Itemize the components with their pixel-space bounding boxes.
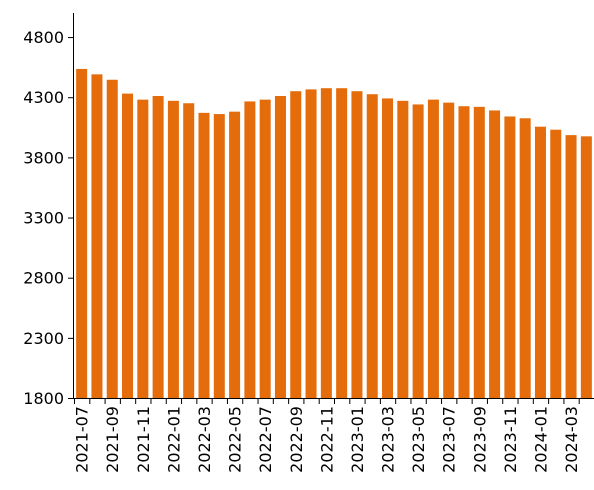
bar-2021-08 xyxy=(91,74,102,398)
bar-2022-08 xyxy=(275,96,286,398)
x-tick-label: 2022-11 xyxy=(317,406,336,473)
x-tick-label: 2022-05 xyxy=(226,406,245,473)
y-tick-label: 4800 xyxy=(23,28,64,47)
bar-2022-04 xyxy=(214,114,225,398)
y-tick-label: 3800 xyxy=(23,148,64,167)
bars-group xyxy=(76,69,592,398)
y-tick-label: 1800 xyxy=(23,389,64,408)
bar-2022-01 xyxy=(168,101,179,398)
x-ticks-group: 2021-07 2021-09 2021-11 2022-01 2022-03 2022-… xyxy=(73,398,581,473)
x-tick-label: 2022-09 xyxy=(287,406,306,473)
bar-2022-12 xyxy=(336,88,347,398)
x-tick-label: 2023-03 xyxy=(379,406,398,473)
bar-2023-01 xyxy=(351,91,362,398)
bar-2021-09 xyxy=(107,80,118,398)
x-tick-label: 2021-09 xyxy=(103,406,122,473)
bar-2022-02 xyxy=(183,103,194,398)
bar-2022-06 xyxy=(244,101,255,398)
x-tick-label: 2023-09 xyxy=(470,406,489,473)
bar-2024-04 xyxy=(581,136,592,398)
x-tick-label: 2022-01 xyxy=(164,406,183,473)
bar-2022-11 xyxy=(321,88,332,398)
bar-2021-12 xyxy=(153,96,164,398)
y-tick-label: 2300 xyxy=(23,329,64,348)
bar-2021-11 xyxy=(137,100,148,398)
bar-2021-10 xyxy=(122,94,133,398)
x-tick-label: 2021-11 xyxy=(134,406,153,473)
y-tick-label: 2800 xyxy=(23,269,64,288)
bar-2023-10 xyxy=(489,110,500,398)
bar-2023-05 xyxy=(413,104,424,398)
bar-2023-08 xyxy=(458,106,469,398)
bar-2023-06 xyxy=(428,100,439,398)
y-ticks-group: 1800 2300 2800 3300 3800 4300 4800 xyxy=(23,28,74,408)
x-tick-label: 2023-05 xyxy=(409,406,428,473)
x-tick-label: 2021-07 xyxy=(73,406,92,473)
bar-2022-10 xyxy=(306,89,317,398)
x-tick-label: 2023-01 xyxy=(348,406,367,473)
bar-2024-03 xyxy=(566,135,577,398)
bar-2023-11 xyxy=(504,116,515,398)
bar-2023-04 xyxy=(397,101,408,398)
bar-2023-03 xyxy=(382,98,393,398)
bar-2023-09 xyxy=(474,107,485,398)
y-tick-label: 3300 xyxy=(23,209,64,228)
bar-2023-07 xyxy=(443,103,454,398)
bar-2021-07 xyxy=(76,69,87,398)
x-tick-label: 2024-03 xyxy=(562,406,581,473)
bar-2022-05 xyxy=(229,112,240,398)
bar-2022-09 xyxy=(290,91,301,398)
bar-2023-12 xyxy=(520,118,531,398)
x-tick-label: 2024-01 xyxy=(531,406,550,473)
bar-2022-03 xyxy=(198,113,209,398)
x-tick-label: 2022-07 xyxy=(256,406,275,473)
bar-2022-07 xyxy=(260,100,271,398)
x-tick-label: 2023-11 xyxy=(501,406,520,473)
bar-2024-02 xyxy=(550,130,561,398)
bar-2024-01 xyxy=(535,127,546,398)
bar-2023-02 xyxy=(367,94,378,398)
x-tick-label: 2022-03 xyxy=(195,406,214,473)
y-tick-label: 4300 xyxy=(23,88,64,107)
x-tick-label: 2023-07 xyxy=(440,406,459,473)
